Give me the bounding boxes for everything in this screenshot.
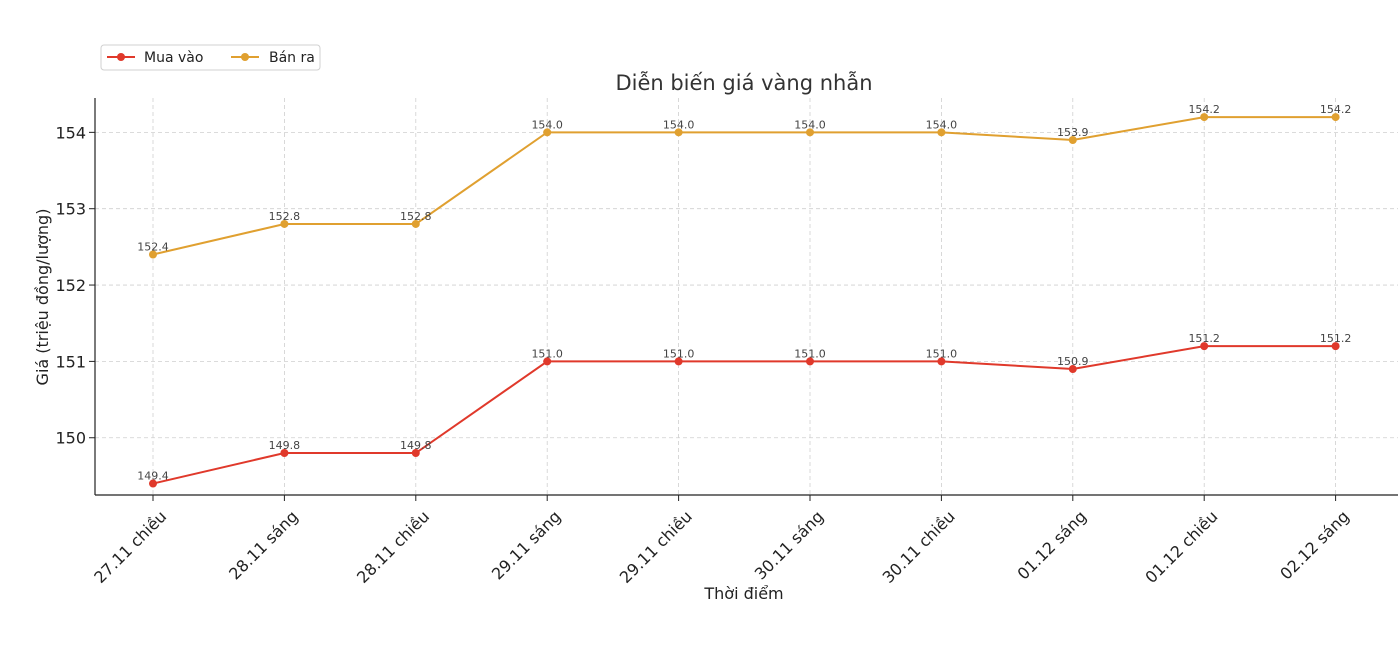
series-1-point <box>674 128 683 137</box>
legend: Mua vào Bán ra <box>100 44 321 71</box>
series-1-data-label: 154.0 <box>663 118 695 131</box>
x-tick-label: 29.11 sáng <box>488 507 565 584</box>
series-0-point <box>937 357 946 366</box>
legend-label-sell: Bán ra <box>269 50 315 66</box>
x-tick-label: 30.11 chiều <box>879 507 959 587</box>
series <box>149 113 1340 488</box>
series-1-point <box>280 219 289 228</box>
x-tick-label: 01.12 chiều <box>1141 507 1221 587</box>
x-axis-title: Thời điểm <box>703 584 783 603</box>
series-0-point <box>411 449 420 458</box>
series-0-point <box>1200 342 1209 351</box>
series-0-data-label: 151.0 <box>531 347 563 360</box>
series-1-data-label: 154.0 <box>531 118 563 131</box>
series-0-point <box>674 357 683 366</box>
series-1-point <box>543 128 552 137</box>
series-line-0 <box>152 345 1336 485</box>
series-1-point <box>1331 113 1340 122</box>
legend-label-buy: Mua vào <box>144 50 203 66</box>
y-tick-label: 153 <box>55 200 86 219</box>
x-tick-label: 28.11 sáng <box>225 507 302 584</box>
series-1-point <box>1200 113 1209 122</box>
series-1-point <box>806 128 814 137</box>
series-0-data-label: 149.8 <box>269 439 301 452</box>
series-0-data-label: 151.2 <box>1320 332 1352 345</box>
y-tick-label: 154 <box>55 123 86 142</box>
y-tick-label: 151 <box>55 352 86 371</box>
series-1-point <box>1068 135 1077 144</box>
y-axis-title: Giá (triệu đồng/lượng) <box>33 209 52 386</box>
series-1-point <box>411 219 420 228</box>
series-1-point <box>937 128 946 137</box>
x-tick-label: 29.11 chiều <box>616 507 696 587</box>
series-0-point <box>280 449 289 458</box>
series-0-data-label: 151.2 <box>1188 332 1220 345</box>
data-labels: 149.4 149.8 149.8 151.0 151.0 151.0 151.0 150.9… <box>137 103 1351 482</box>
series-0-data-label: 150.9 <box>1057 355 1089 368</box>
x-tick-label: 28.11 chiều <box>353 507 433 587</box>
series-1-data-label: 152.8 <box>400 210 432 223</box>
series-1-point <box>149 250 157 259</box>
series-1-data-label: 152.4 <box>137 241 169 254</box>
series-0-point <box>806 357 814 366</box>
series-1-data-label: 153.9 <box>1057 126 1089 139</box>
series-1-data-label: 154.2 <box>1320 103 1352 116</box>
x-tick-label: 01.12 sáng <box>1014 507 1091 584</box>
axes <box>94 98 1398 496</box>
x-tick-label: 02.12 sáng <box>1276 507 1353 584</box>
y-tick-label: 152 <box>55 276 86 295</box>
legend-marker-buy <box>117 53 125 61</box>
series-0-data-label: 151.0 <box>926 347 958 360</box>
series-0-point <box>543 357 552 366</box>
ticks: 27.11 chiều 28.11 sáng 28.11 chiều 29.11 sá… <box>55 123 1352 587</box>
series-0-point <box>1068 365 1077 374</box>
series-1-data-label: 154.0 <box>926 118 958 131</box>
series-0-data-label: 149.8 <box>400 439 432 452</box>
series-0-point <box>1331 342 1340 351</box>
legend-marker-sell <box>241 53 249 61</box>
y-tick-label: 150 <box>55 429 86 448</box>
series-0-data-label: 151.0 <box>663 347 695 360</box>
series-1-data-label: 152.8 <box>269 210 301 223</box>
series-0-data-label: 149.4 <box>137 470 169 483</box>
chart-title: Diễn biến giá vàng nhẫn <box>615 70 872 95</box>
x-tick-label: 27.11 chiều <box>90 507 170 587</box>
series-1-data-label: 154.0 <box>794 118 826 131</box>
x-tick-label: 30.11 sáng <box>751 507 828 584</box>
legend-frame <box>100 44 321 71</box>
series-0-point <box>149 479 157 488</box>
series-0-data-label: 151.0 <box>794 347 826 360</box>
series-line-1 <box>152 116 1336 256</box>
grid <box>95 98 1398 495</box>
series-1-data-label: 154.2 <box>1188 103 1220 116</box>
